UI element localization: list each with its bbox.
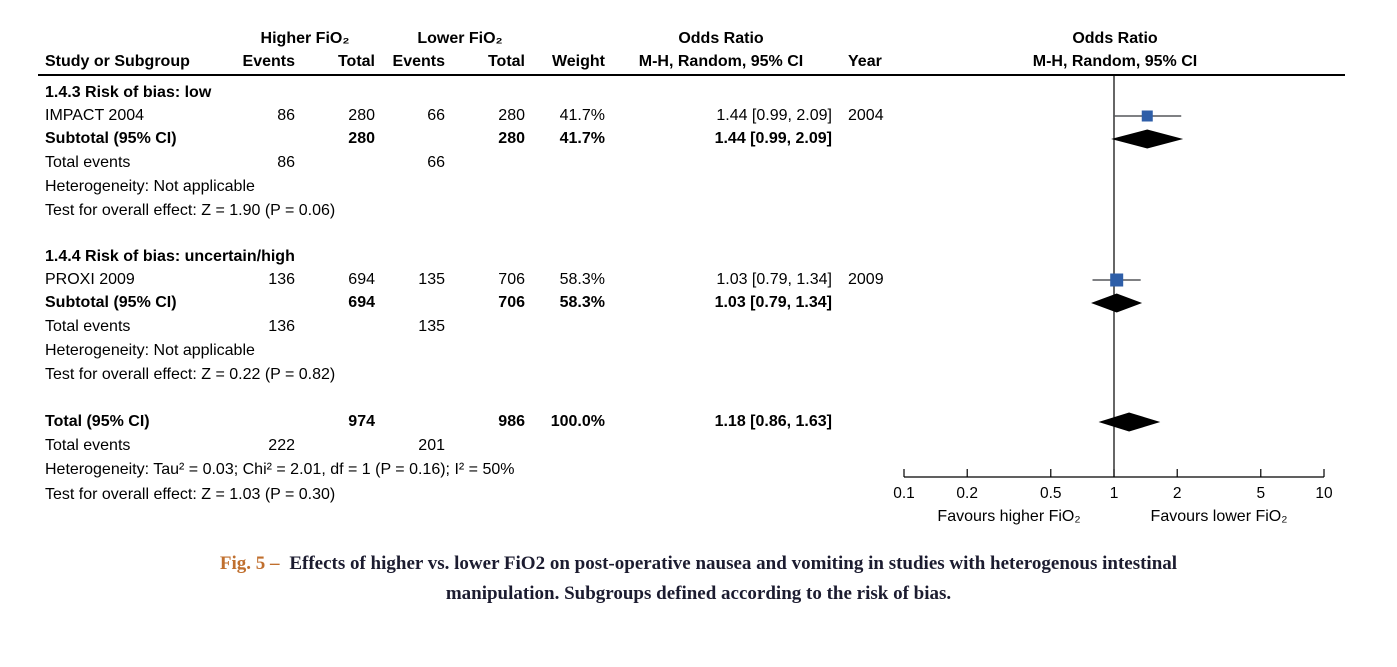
header-total-lower: Total — [487, 53, 525, 70]
header-total-higher: Total — [337, 53, 375, 70]
subgroup-title-row: 1.4.4 Risk of bias: uncertain/high — [0, 246, 1397, 268]
caption-line2: manipulation. Subgroups defined accordin… — [0, 579, 1397, 609]
total-events-row: Total events 222 201 — [0, 435, 1397, 457]
subtotal-odds-ratio-ci: 1.03 [0.79, 1.34] — [714, 294, 832, 311]
header-study-subgroup: Study or Subgroup — [45, 53, 190, 70]
subtotal-total-higher: 694 — [348, 294, 375, 311]
overall-effect-row: Test for overall effect: Z = 0.22 (P = 0… — [0, 364, 1397, 386]
study-total-lower: 280 — [498, 107, 525, 124]
header-year: Year — [848, 53, 882, 70]
study-events-lower: 66 — [427, 107, 445, 124]
overall-effect-row: Test for overall effect: Z = 1.90 (P = 0… — [0, 200, 1397, 222]
total-events-row: Total events 86 66 — [0, 152, 1397, 174]
grand-total-lower: 986 — [498, 413, 525, 430]
overall-effect-text: Test for overall effect: Z = 0.22 (P = 0… — [45, 366, 336, 383]
study-weight: 58.3% — [559, 271, 605, 288]
subgroup-title: 1.4.3 Risk of bias: low — [45, 84, 212, 101]
subtotal-label: Subtotal (95% CI) — [45, 294, 177, 311]
overall-effect-row: Test for overall effect: Z = 1.03 (P = 0… — [0, 484, 1397, 506]
header-weight: Weight — [551, 53, 605, 70]
grand-total-label: Total (95% CI) — [45, 413, 150, 430]
study-events-lower: 135 — [418, 271, 445, 288]
subgroup-title: 1.4.4 Risk of bias: uncertain/high — [45, 248, 295, 265]
subtotal-odds-ratio-ci: 1.44 [0.99, 2.09] — [714, 130, 832, 147]
grand-total-weight: 100.0% — [550, 413, 605, 430]
study-weight: 41.7% — [559, 107, 605, 124]
total-events-lower: 201 — [418, 437, 445, 454]
header-events-higher: Events — [242, 53, 295, 70]
overall-effect-text: Test for overall effect: Z = 1.90 (P = 0… — [45, 202, 336, 219]
total-events-higher: 86 — [277, 154, 295, 171]
study-total-higher: 694 — [348, 271, 375, 288]
study-odds-ratio-ci: 1.44 [0.99, 2.09] — [716, 107, 832, 124]
total-events-lower: 135 — [418, 318, 445, 335]
header-row-groups: Higher FiO₂ Lower FiO₂ Odds Ratio Odds R… — [0, 28, 1397, 50]
heterogeneity-text: Heterogeneity: Tau² = 0.03; Chi² = 2.01,… — [45, 461, 515, 478]
heterogeneity-row: Heterogeneity: Tau² = 0.03; Chi² = 2.01,… — [0, 459, 1397, 481]
total-events-label: Total events — [45, 318, 131, 335]
header-mh-ci-left: M-H, Random, 95% CI — [638, 53, 804, 70]
subtotal-total-lower: 280 — [498, 130, 525, 147]
subgroup-title-row: 1.4.3 Risk of bias: low — [0, 82, 1397, 104]
favours-right-label: Favours lower FiO₂ — [1151, 508, 1288, 525]
header-divider-line — [38, 74, 1345, 76]
favours-left-label: Favours higher FiO₂ — [937, 508, 1080, 525]
header-odds-ratio-right: Odds Ratio — [1072, 30, 1158, 47]
heterogeneity-row: Heterogeneity: Not applicable — [0, 340, 1397, 362]
subtotal-label: Subtotal (95% CI) — [45, 130, 177, 147]
total-events-higher: 222 — [268, 437, 295, 454]
heterogeneity-text: Heterogeneity: Not applicable — [45, 178, 255, 195]
header-lower-fio2: Lower FiO₂ — [417, 30, 503, 47]
total-events-higher: 136 — [268, 318, 295, 335]
study-total-lower: 706 — [498, 271, 525, 288]
caption-text-line1: Effects of higher vs. lower FiO2 on post… — [289, 553, 1178, 574]
subtotal-weight: 58.3% — [559, 294, 605, 311]
caption-text-line2: manipulation. Subgroups defined accordin… — [445, 583, 952, 604]
study-events-higher: 86 — [277, 107, 295, 124]
study-row: IMPACT 2004 86 280 66 280 41.7% 1.44 [0.… — [0, 105, 1397, 127]
study-odds-ratio-ci: 1.03 [0.79, 1.34] — [716, 271, 832, 288]
heterogeneity-text: Heterogeneity: Not applicable — [45, 342, 255, 359]
grand-total-higher: 974 — [348, 413, 375, 430]
heterogeneity-row: Heterogeneity: Not applicable — [0, 176, 1397, 198]
grand-total-row: Total (95% CI) 974 986 100.0% 1.18 [0.86… — [0, 411, 1397, 433]
study-total-higher: 280 — [348, 107, 375, 124]
header-mh-ci-right: M-H, Random, 95% CI — [1032, 53, 1198, 70]
subtotal-weight: 41.7% — [559, 130, 605, 147]
subtotal-row: Subtotal (95% CI) 694 706 58.3% 1.03 [0.… — [0, 292, 1397, 314]
grand-total-odds-ratio-ci: 1.18 [0.86, 1.63] — [714, 413, 832, 430]
header-row-columns: Study or Subgroup Events Total Events To… — [0, 51, 1397, 73]
caption-fig-label: Fig. 5 – — [219, 553, 280, 574]
subtotal-row: Subtotal (95% CI) 280 280 41.7% 1.44 [0.… — [0, 128, 1397, 150]
study-row: PROXI 2009 136 694 135 706 58.3% 1.03 [0… — [0, 269, 1397, 291]
study-year: 2009 — [848, 271, 884, 288]
figure-caption: Fig. 5 – Effects of higher vs. lower FiO… — [0, 549, 1397, 609]
subtotal-total-lower: 706 — [498, 294, 525, 311]
subtotal-total-higher: 280 — [348, 130, 375, 147]
caption-line1: Fig. 5 – Effects of higher vs. lower FiO… — [0, 549, 1397, 579]
total-events-label: Total events — [45, 437, 131, 454]
header-odds-ratio-left: Odds Ratio — [678, 30, 764, 47]
total-events-lower: 66 — [427, 154, 445, 171]
total-events-label: Total events — [45, 154, 131, 171]
total-events-row: Total events 136 135 — [0, 316, 1397, 338]
header-events-lower: Events — [392, 53, 445, 70]
header-higher-fio2: Higher FiO₂ — [260, 30, 350, 47]
study-events-higher: 136 — [268, 271, 295, 288]
overall-effect-text: Test for overall effect: Z = 1.03 (P = 0… — [45, 486, 336, 503]
study-name: IMPACT 2004 — [45, 107, 145, 124]
study-year: 2004 — [848, 107, 884, 124]
study-name: PROXI 2009 — [45, 271, 135, 288]
